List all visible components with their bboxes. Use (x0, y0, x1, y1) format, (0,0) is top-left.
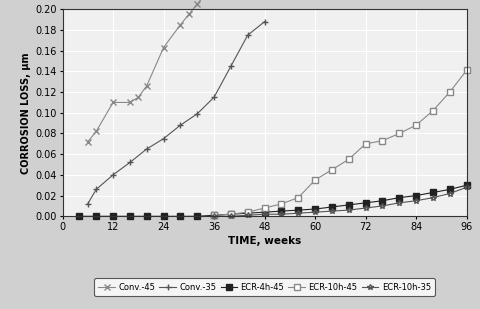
Conv.-45 (84, 140, 90, 144)
ECR-4h-45 (261, 210, 267, 214)
ECR-10h-35 (429, 196, 435, 200)
ECR-4h-45 (295, 208, 300, 212)
Conv.-35 (160, 137, 166, 141)
ECR-4h-45 (429, 191, 435, 194)
ECR-4h-45 (396, 196, 401, 200)
ECR-4h-45 (328, 205, 334, 209)
Conv.-45 (93, 129, 99, 133)
ECR-4h-45 (412, 194, 418, 197)
ECR-10h-45 (278, 202, 284, 206)
Conv.-45 (160, 46, 166, 49)
ECR-4h-45 (211, 214, 216, 217)
ECR-4h-45 (345, 203, 351, 207)
ECR-10h-35 (463, 185, 468, 189)
Line: Conv.-35: Conv.-35 (84, 18, 267, 207)
ECR-10h-35 (379, 204, 384, 208)
ECR-4h-45 (379, 199, 384, 203)
Y-axis label: CORROSION LOSS, µm: CORROSION LOSS, µm (21, 52, 31, 174)
Conv.-35 (110, 173, 116, 177)
ECR-10h-45 (244, 210, 250, 214)
ECR-4h-45 (127, 214, 132, 218)
ECR-4h-45 (446, 188, 452, 191)
Conv.-45 (177, 23, 183, 27)
Conv.-45 (144, 84, 149, 88)
ECR-10h-45 (295, 196, 300, 200)
Line: ECR-4h-45: ECR-4h-45 (76, 183, 468, 219)
ECR-10h-45 (446, 90, 452, 94)
ECR-4h-45 (228, 212, 233, 216)
ECR-10h-45 (412, 123, 418, 127)
Line: ECR-10h-45: ECR-10h-45 (211, 68, 468, 218)
ECR-10h-35 (396, 201, 401, 205)
ECR-4h-45 (278, 209, 284, 213)
Conv.-35 (93, 188, 99, 191)
Conv.-35 (144, 147, 149, 151)
ECR-10h-45 (362, 142, 368, 146)
Conv.-35 (177, 123, 183, 127)
ECR-4h-45 (177, 214, 183, 218)
ECR-10h-35 (228, 214, 233, 218)
Conv.-45 (135, 95, 141, 99)
ECR-4h-45 (312, 207, 317, 211)
Conv.-35 (194, 112, 200, 116)
ECR-10h-35 (244, 214, 250, 217)
ECR-10h-45 (211, 214, 216, 217)
Conv.-45 (194, 2, 200, 6)
ECR-10h-45 (261, 206, 267, 210)
ECR-4h-45 (160, 214, 166, 218)
Conv.-45 (185, 13, 191, 16)
Conv.-45 (110, 100, 116, 104)
ECR-10h-45 (463, 69, 468, 72)
Conv.-35 (84, 202, 90, 206)
ECR-10h-45 (429, 109, 435, 112)
ECR-4h-45 (76, 214, 82, 218)
X-axis label: TIME, weeks: TIME, weeks (228, 236, 300, 246)
ECR-4h-45 (194, 214, 200, 218)
ECR-10h-35 (295, 211, 300, 215)
ECR-4h-45 (244, 211, 250, 215)
Conv.-35 (228, 64, 233, 68)
ECR-10h-45 (379, 139, 384, 142)
Legend: Conv.-45, Conv.-35, ECR-4h-45, ECR-10h-45, ECR-10h-35: Conv.-45, Conv.-35, ECR-4h-45, ECR-10h-4… (94, 278, 434, 296)
ECR-4h-45 (110, 214, 116, 218)
Conv.-35 (211, 95, 216, 99)
ECR-10h-45 (228, 212, 233, 216)
Line: ECR-10h-35: ECR-10h-35 (211, 184, 468, 219)
ECR-4h-45 (362, 201, 368, 205)
ECR-10h-35 (362, 206, 368, 210)
ECR-10h-45 (312, 178, 317, 182)
ECR-10h-35 (278, 212, 284, 216)
Conv.-35 (261, 20, 267, 23)
ECR-10h-35 (446, 192, 452, 195)
ECR-4h-45 (463, 183, 468, 187)
ECR-10h-45 (345, 158, 351, 161)
ECR-10h-35 (211, 214, 216, 218)
ECR-4h-45 (93, 214, 99, 218)
ECR-4h-45 (144, 214, 149, 218)
ECR-10h-35 (261, 212, 267, 216)
Conv.-35 (244, 33, 250, 37)
ECR-10h-35 (328, 209, 334, 213)
Line: Conv.-45: Conv.-45 (85, 0, 216, 145)
Conv.-35 (127, 161, 132, 164)
ECR-10h-35 (345, 208, 351, 212)
ECR-10h-45 (328, 168, 334, 171)
ECR-10h-35 (312, 210, 317, 214)
ECR-10h-45 (396, 132, 401, 135)
ECR-10h-35 (412, 199, 418, 203)
Conv.-45 (127, 100, 132, 104)
